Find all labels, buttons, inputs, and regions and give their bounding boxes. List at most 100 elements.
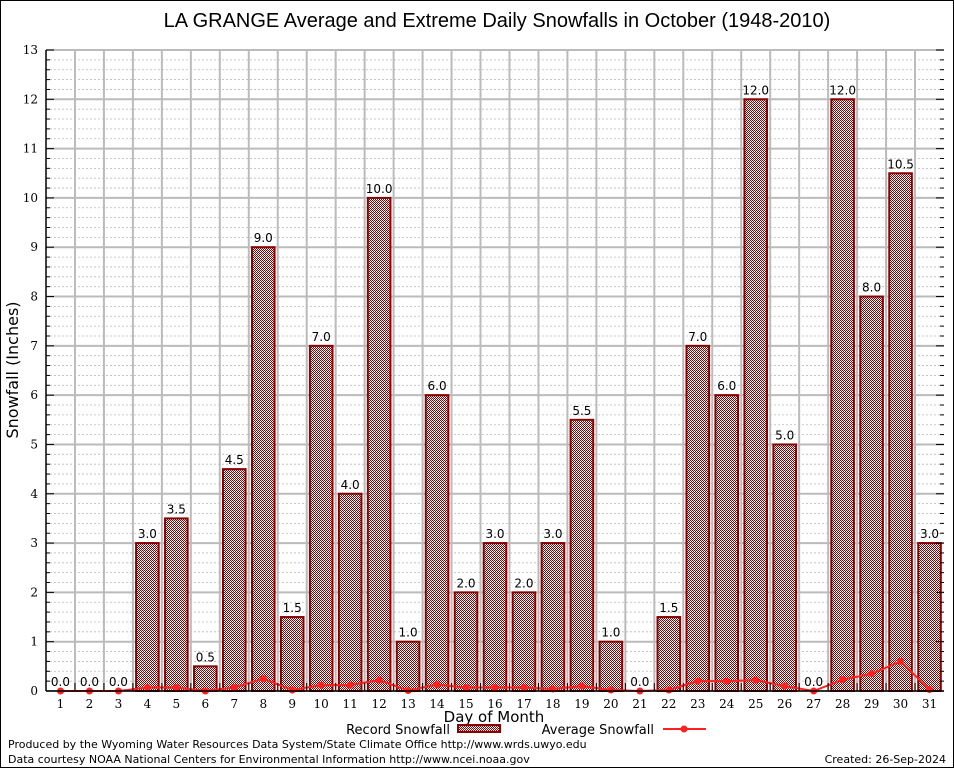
x-tick-label: 26 [777,697,792,711]
bar-value-label: 0.0 [109,675,128,689]
average-point [143,684,151,692]
record-bar [714,394,740,692]
y-tick-label: 6 [30,388,38,402]
record-bar [308,344,334,692]
average-point [607,686,615,694]
x-tick-label: 24 [719,697,735,711]
footer-data-courtesy: Data courtesy NOAA National Centers for … [8,753,530,766]
average-point [462,684,470,692]
average-point [723,677,731,685]
record-bar [540,542,566,692]
y-tick-label: 8 [30,290,38,304]
record-bar [656,616,682,692]
y-tick-label: 0 [30,684,38,698]
y-tick-label: 9 [30,240,38,254]
bar-value-label: 7.0 [688,330,707,344]
record-bar [164,517,189,693]
record-bar [917,542,942,692]
average-point [433,681,441,689]
x-axis-label: Day of Month [444,708,545,726]
y-tick-label: 11 [23,142,38,156]
x-tick-label: 18 [545,697,560,711]
average-point [665,686,673,694]
legend-swatch-record [457,724,501,733]
bar-value-label: 5.5 [572,404,591,418]
bar-value-label: 12.0 [829,83,856,97]
bar-value-label: 4.0 [341,478,360,492]
average-point [897,657,905,665]
bar-value-label: 2.0 [514,576,533,590]
y-tick-label: 1 [30,635,38,649]
bar-value-label: 0.0 [804,675,823,689]
bar-value-label: 0.5 [196,650,215,664]
record-bar [453,591,479,693]
average-point [752,676,760,684]
record-bar [598,640,624,693]
legend: Record Snowfall Average Snowfall [346,723,706,738]
x-tick-label: 20 [603,697,618,711]
footer-created: Created: 26-Sep-2024 [824,753,946,766]
average-point [781,682,789,690]
bar-value-label: 1.0 [399,626,418,640]
bar-value-label: 12.0 [742,83,769,97]
x-tick-label: 4 [144,697,152,711]
x-tick-label: 31 [922,697,937,711]
bar-value-label: 6.0 [717,379,736,393]
x-tick-label: 22 [661,697,676,711]
x-tick-label: 14 [429,697,445,711]
average-point [288,686,296,694]
y-tick-label: 3 [30,536,38,550]
average-point [520,684,528,692]
x-tick-label: 21 [632,697,647,711]
average-point [926,686,934,694]
record-bar [221,468,247,692]
x-tick-label: 8 [259,697,267,711]
average-point [346,681,354,689]
x-tick-label: 12 [371,697,386,711]
record-bar [859,295,884,692]
bar-value-label: 7.0 [312,330,331,344]
average-point [172,684,180,692]
y-tick-label: 7 [30,339,38,353]
bar-value-label: 1.5 [283,601,302,615]
average-point [375,676,383,684]
footer-produced-by: Produced by the Wyoming Water Resources … [8,738,587,751]
record-bar [193,665,218,692]
average-point [317,681,325,689]
bar-value-label: 0.0 [80,675,99,689]
legend-marker-average [680,725,688,733]
x-tick-label: 9 [288,697,296,711]
bar-value-label: 1.5 [659,601,678,615]
x-tick-label: 6 [202,697,210,711]
y-tick-label: 13 [23,43,38,57]
bar-value-label: 3.0 [920,527,939,541]
legend-label-average: Average Snowfall [542,723,654,738]
bar-value-label: 1.0 [601,626,620,640]
record-bar [366,196,392,693]
bar-value-label: 4.5 [225,453,244,467]
bar-value-label: 0.0 [51,675,70,689]
legend-label-record: Record Snowfall [346,723,450,738]
x-tick-label: 29 [864,697,879,711]
bar-value-label: 0.0 [630,675,649,689]
x-tick-label: 17 [516,697,531,711]
x-tick-label: 15 [458,697,473,711]
record-bar [569,418,595,692]
record-bar [424,394,450,692]
record-bar [830,98,855,693]
record-bar [250,246,276,692]
x-tick-label: 3 [115,697,123,711]
x-tick-label: 27 [806,697,821,711]
y-tick-label: 4 [30,487,38,501]
x-tick-label: 23 [690,697,705,711]
record-bar [888,172,913,692]
bar-value-label: 10.5 [887,157,914,171]
bar-value-label: 2.0 [456,576,475,590]
x-tick-label: 2 [86,697,94,711]
average-point [694,677,702,685]
y-tick-label: 5 [30,437,38,451]
record-bar [279,616,305,692]
x-tick-label: 16 [487,697,502,711]
average-point [230,684,238,692]
